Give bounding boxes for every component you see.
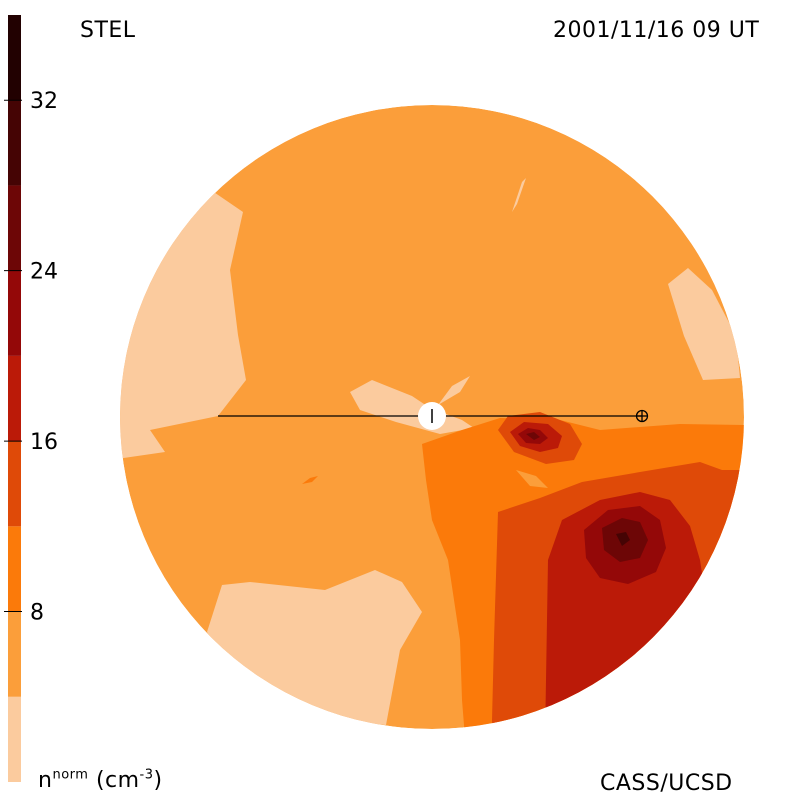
colorbar-tick-label: 24 xyxy=(30,260,58,285)
colorbar: 32 24 16 8 xyxy=(4,15,58,782)
colorbar-tick-label: 32 xyxy=(30,89,58,114)
colorbar-segment xyxy=(8,355,21,442)
colorbar-segment xyxy=(8,696,21,782)
level-24-upper-blob xyxy=(526,432,540,440)
colorbar-segment xyxy=(8,100,21,186)
unit-paren: (cm xyxy=(95,768,140,793)
observatory-label: STEL xyxy=(80,18,136,43)
low-density-streak-north xyxy=(512,178,526,212)
unit-base: n xyxy=(38,768,53,793)
level-28-peak xyxy=(616,532,630,546)
earth-symbol-icon xyxy=(635,409,649,423)
low-density-region-south xyxy=(207,570,422,725)
unit-exponent: -3 xyxy=(139,767,154,783)
sky-map xyxy=(120,105,744,729)
colorbar-segment xyxy=(8,15,21,101)
credit-label: CASS/UCSD xyxy=(600,771,733,796)
colorbar-segment xyxy=(8,526,21,612)
unit-close: ) xyxy=(153,768,163,793)
colorbar-unit-label: nnorm (cm-3) xyxy=(38,768,163,793)
level-16-region xyxy=(545,492,706,729)
timestamp-label: 2001/11/16 09 UT xyxy=(553,18,760,43)
colorbar-segment xyxy=(8,611,21,697)
low-density-ray-near-sun xyxy=(438,376,470,405)
colorbar-tick-label: 8 xyxy=(30,601,44,626)
level-8-island xyxy=(302,476,318,484)
colorbar-segment xyxy=(8,185,21,271)
colorbar-segment xyxy=(8,270,21,356)
unit-superscript: norm xyxy=(52,767,89,783)
low-density-region-northeast xyxy=(668,268,740,380)
low-density-patch-east xyxy=(516,470,548,488)
colorbar-tick-label: 16 xyxy=(30,430,58,455)
colorbar-segment xyxy=(8,441,21,527)
